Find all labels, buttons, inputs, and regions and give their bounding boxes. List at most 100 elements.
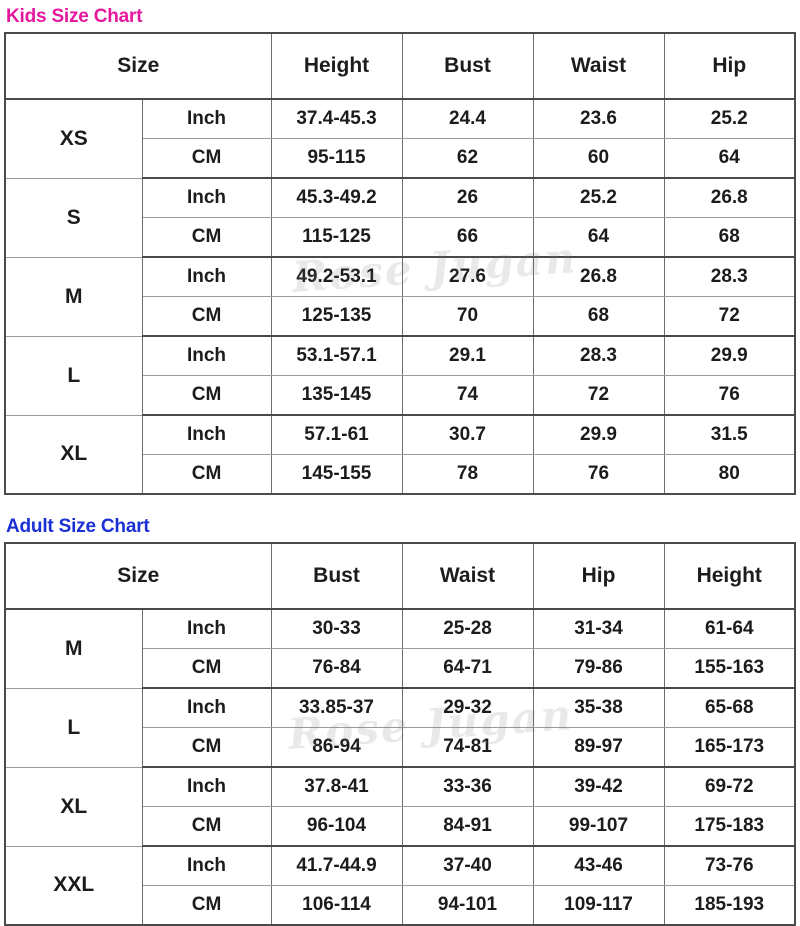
cell-hip: 29.9 bbox=[663, 335, 796, 376]
table-row: CM 115-125 66 64 68 bbox=[5, 217, 796, 258]
cell-waist: 23.6 bbox=[532, 98, 665, 139]
cell-bust: 26 bbox=[401, 177, 534, 218]
cell-height: 53.1-57.1 bbox=[270, 335, 403, 376]
table-row: CM 95-115 62 60 64 bbox=[5, 138, 796, 179]
cell-hip: 99-107 bbox=[532, 806, 665, 847]
unit-label: Inch bbox=[141, 98, 272, 139]
unit-label: Inch bbox=[141, 177, 272, 218]
kids-header-size: Size bbox=[4, 32, 272, 100]
table-row: M Inch 30-33 25-28 31-34 61-64 bbox=[4, 608, 796, 689]
kids-size-label: M bbox=[4, 256, 143, 337]
unit-label: CM bbox=[141, 648, 272, 689]
adult-chart-title: Adult Size Chart bbox=[6, 516, 150, 537]
cell-bust: 62 bbox=[401, 138, 534, 179]
unit-label: Inch bbox=[141, 766, 272, 807]
adult-header-size: Size bbox=[4, 542, 272, 610]
cell-hip: 35-38 bbox=[532, 687, 665, 728]
adult-header-hip: Hip bbox=[532, 542, 665, 610]
cell-height: 145-155 bbox=[270, 454, 403, 494]
cell-waist: 29.9 bbox=[532, 414, 665, 455]
kids-table-header-row: Size Height Bust Waist Hip bbox=[4, 32, 796, 100]
cell-height: 45.3-49.2 bbox=[270, 177, 403, 218]
cell-height: 175-183 bbox=[663, 806, 796, 847]
kids-size-table: Size Height Bust Waist Hip XS Inch 37.4-… bbox=[4, 32, 796, 495]
cell-bust: 76-84 bbox=[270, 648, 403, 689]
cell-height: 65-68 bbox=[663, 687, 796, 728]
table-row: M Inch 49.2-53.1 27.6 26.8 28.3 bbox=[4, 256, 796, 337]
cell-waist: 84-91 bbox=[401, 806, 534, 847]
cell-waist: 64-71 bbox=[401, 648, 534, 689]
table-row: CM 145-155 78 76 80 bbox=[5, 454, 796, 494]
cell-bust: 41.7-44.9 bbox=[270, 845, 403, 886]
cell-bust: 74 bbox=[401, 375, 534, 416]
unit-label: CM bbox=[141, 375, 272, 416]
table-row: L Inch 33.85-37 29-32 35-38 65-68 bbox=[4, 687, 796, 768]
adult-header-waist: Waist bbox=[401, 542, 534, 610]
cell-bust: 66 bbox=[401, 217, 534, 258]
adult-size-label: M bbox=[4, 608, 143, 689]
cell-height: 49.2-53.1 bbox=[270, 256, 403, 297]
table-row: XL Inch 37.8-41 33-36 39-42 69-72 bbox=[4, 766, 796, 847]
cell-bust: 29.1 bbox=[401, 335, 534, 376]
table-row: XS Inch 37.4-45.3 24.4 23.6 25.2 bbox=[4, 98, 796, 179]
adult-size-label: L bbox=[4, 687, 143, 768]
cell-hip: 64 bbox=[663, 138, 796, 179]
cell-hip: 31-34 bbox=[532, 608, 665, 649]
cell-waist: 64 bbox=[532, 217, 665, 258]
unit-label: CM bbox=[141, 454, 272, 494]
unit-label: CM bbox=[141, 217, 272, 258]
cell-hip: 76 bbox=[663, 375, 796, 416]
unit-label: CM bbox=[141, 296, 272, 337]
cell-bust: 27.6 bbox=[401, 256, 534, 297]
cell-waist: 68 bbox=[532, 296, 665, 337]
cell-height: 125-135 bbox=[270, 296, 403, 337]
cell-bust: 30.7 bbox=[401, 414, 534, 455]
table-row: CM 86-94 74-81 89-97 165-173 bbox=[5, 727, 796, 768]
cell-hip: 39-42 bbox=[532, 766, 665, 807]
unit-label: CM bbox=[141, 727, 272, 768]
table-row: XL Inch 57.1-61 30.7 29.9 31.5 bbox=[4, 414, 796, 495]
adult-header-bust: Bust bbox=[270, 542, 403, 610]
cell-bust: 33.85-37 bbox=[270, 687, 403, 728]
cell-waist: 25.2 bbox=[532, 177, 665, 218]
cell-bust: 96-104 bbox=[270, 806, 403, 847]
cell-waist: 60 bbox=[532, 138, 665, 179]
unit-label: CM bbox=[141, 885, 272, 925]
adult-header-height: Height bbox=[663, 542, 796, 610]
cell-bust: 70 bbox=[401, 296, 534, 337]
unit-label: Inch bbox=[141, 256, 272, 297]
kids-size-label: L bbox=[4, 335, 143, 416]
cell-waist: 74-81 bbox=[401, 727, 534, 768]
cell-height: 185-193 bbox=[663, 885, 796, 925]
cell-hip: 72 bbox=[663, 296, 796, 337]
cell-height: 115-125 bbox=[270, 217, 403, 258]
kids-size-label: S bbox=[4, 177, 143, 258]
cell-height: 165-173 bbox=[663, 727, 796, 768]
unit-label: Inch bbox=[141, 608, 272, 649]
adult-table-header-row: Size Bust Waist Hip Height bbox=[4, 542, 796, 610]
kids-chart-title: Kids Size Chart bbox=[6, 6, 143, 27]
table-row: CM 125-135 70 68 72 bbox=[5, 296, 796, 337]
cell-bust: 86-94 bbox=[270, 727, 403, 768]
table-row: CM 135-145 74 72 76 bbox=[5, 375, 796, 416]
unit-label: Inch bbox=[141, 687, 272, 728]
cell-height: 135-145 bbox=[270, 375, 403, 416]
cell-waist: 25-28 bbox=[401, 608, 534, 649]
cell-bust: 30-33 bbox=[270, 608, 403, 649]
cell-hip: 68 bbox=[663, 217, 796, 258]
adult-size-label: XL bbox=[4, 766, 143, 847]
cell-height: 95-115 bbox=[270, 138, 403, 179]
cell-height: 57.1-61 bbox=[270, 414, 403, 455]
cell-hip: 109-117 bbox=[532, 885, 665, 925]
cell-hip: 79-86 bbox=[532, 648, 665, 689]
kids-header-waist: Waist bbox=[532, 32, 665, 100]
kids-header-height: Height bbox=[270, 32, 403, 100]
unit-label: Inch bbox=[141, 414, 272, 455]
cell-hip: 31.5 bbox=[663, 414, 796, 455]
cell-waist: 33-36 bbox=[401, 766, 534, 807]
cell-waist: 28.3 bbox=[532, 335, 665, 376]
cell-waist: 72 bbox=[532, 375, 665, 416]
cell-bust: 106-114 bbox=[270, 885, 403, 925]
table-row: CM 76-84 64-71 79-86 155-163 bbox=[5, 648, 796, 689]
